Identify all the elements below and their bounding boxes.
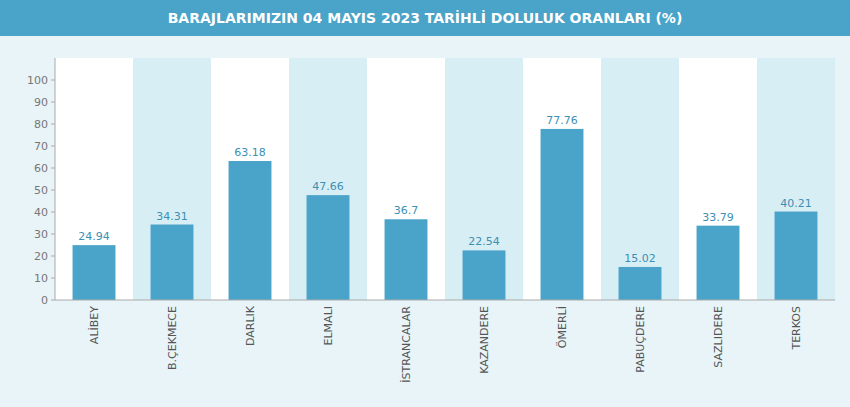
y-tick-label: 30 — [34, 228, 48, 241]
bar — [385, 219, 428, 300]
x-tick-label: İSTRANCALAR — [400, 306, 413, 383]
y-tick — [51, 212, 55, 213]
x-tick-label: SAZLIDERE — [712, 306, 725, 368]
x-tick-label: TERKOS — [790, 306, 803, 351]
data-label: 77.76 — [546, 114, 578, 127]
x-tick-label: DARLIK — [244, 305, 257, 346]
data-label: 34.31 — [156, 210, 188, 223]
bar — [307, 195, 350, 300]
bar — [775, 212, 818, 300]
y-tick-label: 60 — [34, 162, 48, 175]
y-tick — [51, 80, 55, 81]
y-tick — [51, 300, 55, 301]
data-label: 24.94 — [78, 230, 110, 243]
y-tick-label: 90 — [34, 96, 48, 109]
x-tick-label: KAZANDERE — [478, 306, 491, 374]
x-tick-label: ÖMERLİ — [556, 306, 569, 348]
data-label: 40.21 — [780, 197, 812, 210]
data-label: 47.66 — [312, 180, 344, 193]
column-stripe — [289, 58, 367, 300]
data-label: 22.54 — [468, 235, 500, 248]
y-tick-label: 80 — [34, 118, 48, 131]
data-label: 36.7 — [394, 204, 419, 217]
bars — [73, 129, 818, 300]
y-tick-label: 40 — [34, 206, 48, 219]
y-tick-label: 0 — [41, 294, 48, 307]
y-tick — [51, 234, 55, 235]
x-tick-label: B.ÇEKMECE — [166, 306, 179, 370]
x-tick-label: PABUÇDERE — [634, 306, 647, 373]
y-tick-label: 70 — [34, 140, 48, 153]
y-tick-label: 20 — [34, 250, 48, 263]
column-stripe — [757, 58, 835, 300]
chart-container: BARAJLARIMIZIN 04 MAYIS 2023 TARİHLİ DOL… — [0, 0, 850, 407]
bar — [619, 267, 662, 300]
data-label: 63.18 — [234, 146, 266, 159]
y-tick — [51, 256, 55, 257]
x-tick-label: ELMALI — [322, 306, 335, 345]
y-tick — [51, 146, 55, 147]
background — [0, 0, 850, 407]
column-stripe — [133, 58, 211, 300]
bar — [697, 226, 740, 300]
bar — [463, 250, 506, 300]
y-tick-label: 100 — [27, 74, 48, 87]
column-stripe — [601, 58, 679, 300]
title: BARAJLARIMIZIN 04 MAYIS 2023 TARİHLİ DOL… — [168, 10, 683, 26]
y-tick — [51, 190, 55, 191]
bar — [541, 129, 584, 300]
title-banner — [0, 0, 850, 36]
y-tick — [51, 102, 55, 103]
x-axis-line — [55, 300, 835, 301]
chart-svg: BARAJLARIMIZIN 04 MAYIS 2023 TARİHLİ DOL… — [0, 0, 850, 407]
y-tick — [51, 168, 55, 169]
y-tick — [51, 124, 55, 125]
y-tick-label: 10 — [34, 272, 48, 285]
y-tick — [51, 278, 55, 279]
y-axis-line — [55, 58, 56, 300]
bar — [151, 225, 194, 300]
bar — [229, 161, 272, 300]
y-tick-label: 50 — [34, 184, 48, 197]
data-label: 15.02 — [624, 252, 656, 265]
plot-background — [55, 58, 835, 300]
column-stripe — [445, 58, 523, 300]
bar — [73, 245, 116, 300]
data-label: 33.79 — [702, 211, 734, 224]
x-tick-label: ALİBEY — [88, 306, 101, 344]
